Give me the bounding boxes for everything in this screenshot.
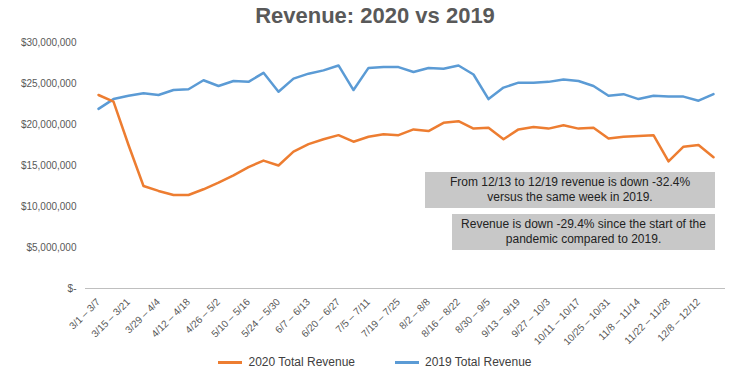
svg-text:5/24 – 5/30: 5/24 – 5/30 — [239, 296, 282, 339]
html-text:Revenue is down -29.4% since t: Revenue is down -29.4% since the start o… — [461, 217, 706, 246]
html-text:2020 Total Revenue: 2020 Total Revenue — [248, 355, 355, 369]
svg-text:9/13 – 9/19: 9/13 – 9/19 — [479, 296, 523, 340]
svg-text:11/8 – 11/14: 11/8 – 11/14 — [596, 296, 643, 343]
svg-text:7/19 – 7/25: 7/19 – 7/25 — [359, 296, 402, 339]
svg-text:$-: $- — [68, 283, 77, 294]
svg-text:10/25 – 10/31: 10/25 – 10/31 — [561, 296, 613, 348]
svg-text:5/10 – 5/16: 5/10 – 5/16 — [209, 296, 253, 340]
svg-text:8/2 – 8/8: 8/2 – 8/8 — [396, 296, 433, 332]
html-text:Revenue: 2020 vs 2019: Revenue: 2020 vs 2019 — [255, 3, 495, 28]
html-text:From 12/13 to 12/19 revenue is: From 12/13 to 12/19 revenue is down -32.… — [449, 175, 691, 204]
svg-text:11/22 – 11/28: 11/22 – 11/28 — [622, 296, 673, 347]
svg-text:$5,000,000: $5,000,000 — [26, 242, 76, 253]
svg-text:3/29 – 4/4: 3/29 – 4/4 — [122, 296, 163, 336]
svg-text:6/20 – 6/27: 6/20 – 6/27 — [299, 296, 342, 339]
svg-text:10/11 – 10/17: 10/11 – 10/17 — [531, 296, 583, 347]
svg-text:$25,000,000: $25,000,000 — [21, 78, 77, 89]
svg-text:8/30 – 9/5: 8/30 – 9/5 — [452, 296, 493, 336]
svg-text:$30,000,000: $30,000,000 — [21, 37, 77, 48]
svg-text:8/16 – 8/22: 8/16 – 8/22 — [419, 296, 462, 339]
svg-text:9/27 – 10/3: 9/27 – 10/3 — [509, 296, 553, 340]
svg-text:$15,000,000: $15,000,000 — [21, 160, 77, 171]
html-text:2019 Total Revenue: 2019 Total Revenue — [425, 355, 532, 369]
svg-text:12/8 – 12/12: 12/8 – 12/12 — [655, 296, 702, 343]
svg-text:$20,000,000: $20,000,000 — [21, 119, 77, 130]
svg-text:3/15 – 3/21: 3/15 – 3/21 — [89, 296, 132, 339]
svg-text:6/7 – 6/13: 6/7 – 6/13 — [272, 296, 313, 336]
svg-text:$10,000,000: $10,000,000 — [21, 201, 77, 212]
svg-text:4/26 – 5/2: 4/26 – 5/2 — [182, 296, 223, 336]
svg-text:7/5 – 7/11: 7/5 – 7/11 — [333, 296, 373, 335]
svg-text:4/12 – 4/18: 4/12 – 4/18 — [149, 296, 192, 339]
svg-text:3/1 – 3/7: 3/1 – 3/7 — [66, 296, 103, 332]
